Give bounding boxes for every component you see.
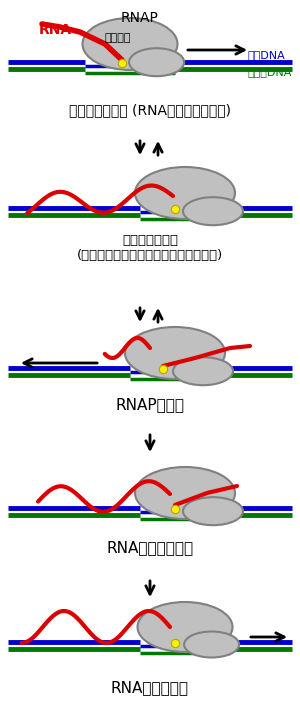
Text: RNA合成の再開: RNA合成の再開 bbox=[111, 681, 189, 695]
Ellipse shape bbox=[137, 602, 232, 652]
Ellipse shape bbox=[183, 197, 243, 225]
Ellipse shape bbox=[173, 357, 233, 385]
Text: 鋳型DNA: 鋳型DNA bbox=[248, 50, 286, 60]
Text: RNA: RNA bbox=[38, 23, 72, 37]
Ellipse shape bbox=[135, 467, 235, 519]
Ellipse shape bbox=[125, 327, 225, 379]
Text: 転写の一時停止
(ミスマッチ塩基を取り込んだときなど): 転写の一時停止 (ミスマッチ塩基を取り込んだときなど) bbox=[77, 234, 223, 262]
Ellipse shape bbox=[184, 631, 239, 657]
Ellipse shape bbox=[135, 167, 235, 219]
Text: RNAP: RNAP bbox=[121, 11, 159, 25]
Text: 転写伸長複合体 (RNAを合成中の状態): 転写伸長複合体 (RNAを合成中の状態) bbox=[69, 103, 231, 117]
Text: RNA切断（校正）: RNA切断（校正） bbox=[106, 540, 194, 555]
Text: 非鋳型DNA: 非鋳型DNA bbox=[248, 67, 292, 77]
Text: RNAPの後退: RNAPの後退 bbox=[116, 397, 184, 413]
Ellipse shape bbox=[82, 18, 178, 70]
Text: 活性部位: 活性部位 bbox=[105, 33, 131, 43]
Ellipse shape bbox=[183, 497, 243, 525]
Ellipse shape bbox=[129, 48, 184, 76]
